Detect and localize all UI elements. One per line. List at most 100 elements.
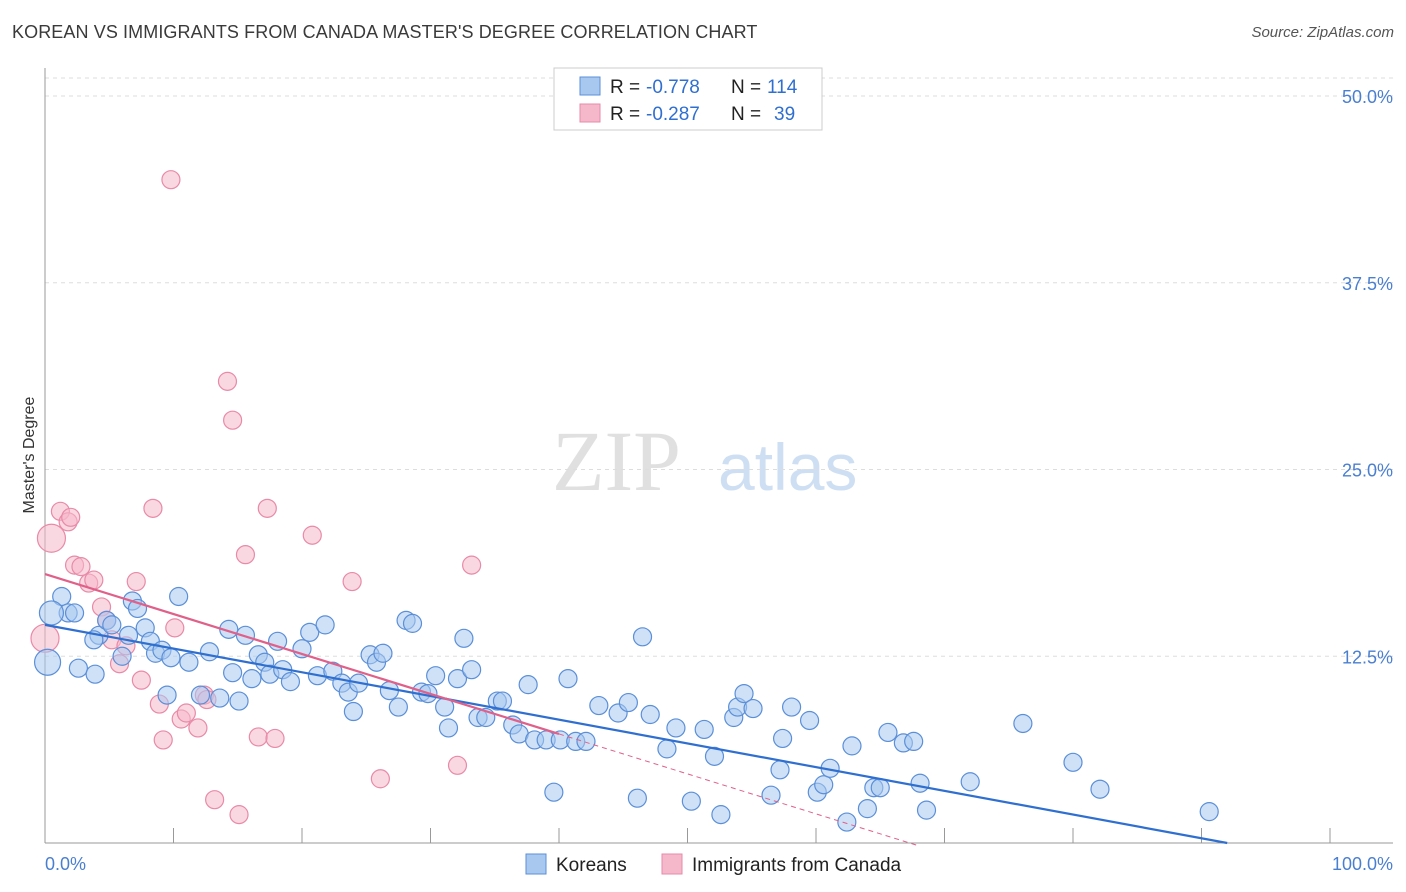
canada-point	[36, 523, 67, 553]
korean-point	[632, 627, 653, 647]
trend-line-canada	[44, 573, 560, 735]
korean-point	[52, 586, 72, 607]
bottom-legend-swatch-koreans	[525, 853, 547, 875]
canada-point	[126, 571, 146, 592]
canada-point	[302, 525, 322, 545]
korean-point	[38, 600, 65, 626]
canada-point	[30, 623, 60, 653]
x-tick-label-min: 0.0%	[45, 854, 86, 874]
korean-point	[343, 701, 363, 722]
korean-point	[223, 663, 243, 683]
canada-point	[342, 571, 362, 592]
korean-point	[179, 652, 199, 672]
korean-point	[1090, 779, 1110, 799]
trend-line-koreans	[44, 623, 1228, 845]
trend-lines	[44, 573, 1228, 847]
korean-point	[681, 791, 701, 811]
korean-point	[657, 739, 677, 759]
gridlines	[45, 77, 1393, 657]
korean-point	[878, 722, 898, 743]
korean-point	[743, 698, 763, 719]
canada-point	[248, 727, 268, 747]
korean-point	[870, 778, 890, 798]
canada-point	[161, 170, 181, 190]
korean-point	[916, 800, 937, 820]
legend-r-value-1: -0.778	[646, 77, 700, 98]
korean-point	[814, 775, 834, 795]
korean-point	[842, 736, 862, 756]
korean-point	[694, 719, 714, 740]
canada-point	[257, 498, 277, 518]
korean-point	[544, 782, 564, 802]
canada-point	[153, 730, 173, 750]
y-tick-labels: 12.5% 25.0% 37.5% 50.0%	[1342, 87, 1393, 667]
legend-r-label-1: R =	[610, 77, 640, 98]
legend-n-value-1: 114	[767, 77, 798, 98]
korean-point	[734, 683, 754, 704]
korean-point	[315, 615, 335, 635]
korean-point	[190, 685, 211, 705]
korean-point	[199, 642, 220, 662]
korean-point	[1199, 802, 1219, 822]
y-tick-label: 12.5%	[1342, 647, 1393, 667]
canada-point	[462, 555, 482, 575]
x-tick-label-max: 100.0%	[1332, 854, 1393, 874]
korean-point	[33, 648, 62, 676]
korean-point	[576, 731, 596, 752]
korean-point	[426, 666, 446, 686]
legend-r-value-2: -0.287	[646, 104, 700, 125]
korean-point	[300, 622, 320, 642]
canada-point	[61, 507, 81, 527]
watermark-atlas: atlas	[718, 430, 857, 504]
watermark-zip: ZIP	[552, 413, 681, 509]
top-legend: R = -0.778 N = 114 R = -0.287 N = 39	[553, 67, 823, 131]
korean-point	[161, 648, 181, 668]
korean-point	[518, 675, 538, 695]
korean-point	[280, 672, 301, 692]
korean-point	[618, 692, 638, 713]
korean-point	[666, 718, 686, 738]
bottom-legend-label-canada: Immigrants from Canada	[692, 855, 902, 876]
korean-point	[857, 799, 878, 819]
canada-point	[370, 769, 390, 789]
korean-point	[770, 760, 790, 780]
canada-point	[71, 557, 91, 577]
y-tick-label: 37.5%	[1342, 274, 1393, 294]
korean-point	[85, 664, 105, 684]
korean-point	[229, 691, 249, 711]
korean-point	[462, 660, 482, 680]
korean-point	[960, 772, 980, 792]
y-tick-label: 50.0%	[1342, 87, 1393, 107]
canada-point	[217, 371, 238, 391]
source-label: Source: ZipAtlas.com	[1251, 24, 1394, 41]
canada-point	[447, 755, 468, 775]
korean-point	[589, 695, 609, 716]
y-tick-label: 25.0%	[1342, 461, 1393, 481]
canada-points	[30, 170, 482, 825]
korean-point	[64, 603, 85, 623]
canada-point	[176, 703, 196, 723]
korean-point	[447, 669, 468, 689]
canada-point	[188, 718, 208, 738]
korean-point	[373, 643, 393, 663]
legend-swatch-canada	[579, 103, 601, 123]
korean-point	[761, 785, 781, 805]
korean-point	[454, 628, 474, 648]
korean-point	[388, 697, 408, 717]
korean-point	[242, 669, 262, 689]
canada-point	[223, 410, 243, 430]
legend-n-label-2: N =	[731, 104, 761, 125]
chart-title: KOREAN VS IMMIGRANTS FROM CANADA MASTER'…	[12, 22, 758, 42]
korean-points	[33, 586, 1219, 832]
korean-point	[910, 773, 930, 793]
korean-point	[402, 613, 423, 633]
canada-point	[143, 498, 163, 518]
korean-point	[558, 669, 578, 689]
korean-point	[711, 805, 731, 825]
canada-point	[235, 545, 256, 565]
bottom-legend-swatch-canada	[661, 853, 683, 875]
y-axis-label: Master's Degree	[21, 396, 38, 513]
canada-point	[131, 670, 151, 690]
bottom-legend: Koreans Immigrants from Canada	[525, 853, 902, 876]
